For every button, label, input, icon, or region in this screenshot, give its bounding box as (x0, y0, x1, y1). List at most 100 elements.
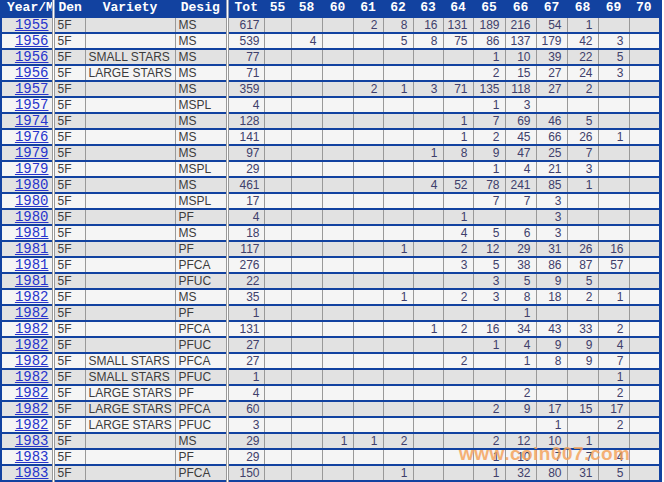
grade-cell-69: 1 (598, 289, 629, 305)
desig-cell: MS (175, 17, 227, 33)
year-link[interactable]: 1956 (15, 65, 49, 81)
year-link[interactable]: 1981 (15, 257, 49, 273)
grade-cell-69 (598, 97, 629, 113)
col-header-60: 60 (322, 0, 353, 17)
grade-cell-70 (629, 49, 660, 65)
grade-cell-70 (629, 353, 660, 369)
year-link[interactable]: 1979 (15, 161, 49, 177)
year-link[interactable]: 1980 (15, 193, 49, 209)
year-link[interactable]: 1983 (15, 433, 49, 449)
year-link[interactable]: 1982 (15, 289, 49, 305)
den-cell: 5F (53, 289, 85, 305)
year-link[interactable]: 1981 (15, 241, 49, 257)
variety-cell: SMALL STARS (85, 49, 175, 65)
year-link[interactable]: 1974 (15, 113, 49, 129)
grade-cell-68 (567, 305, 598, 321)
census-table-body: 19555FMS617281613118921654119565FMS53945… (1, 17, 660, 482)
grade-cell-70 (629, 449, 660, 465)
year-link[interactable]: 1982 (15, 401, 49, 417)
year-cell: 1983 (1, 449, 53, 465)
col-header-63: 63 (413, 0, 443, 17)
year-link[interactable]: 1957 (15, 81, 49, 97)
year-link[interactable]: 1982 (15, 337, 49, 353)
year-link[interactable]: 1982 (15, 353, 49, 369)
grade-cell-61 (353, 337, 383, 353)
grade-cell-69: 17 (598, 401, 629, 417)
grade-cell-60 (322, 465, 353, 481)
desig-cell: PF (175, 449, 227, 465)
tot-cell: 276 (227, 257, 264, 273)
grade-cell-68: 9 (567, 337, 598, 353)
year-link[interactable]: 1979 (15, 145, 49, 161)
grade-cell-67: 21 (536, 161, 567, 177)
col-header-64: 64 (443, 0, 473, 17)
year-link[interactable]: 1982 (15, 369, 49, 385)
year-link[interactable]: 1955 (15, 17, 49, 33)
grade-cell-65: 3 (473, 273, 505, 289)
year-link[interactable]: 1956 (15, 49, 49, 65)
grade-cell-64: 2 (443, 353, 473, 369)
variety-cell (85, 241, 175, 257)
year-link[interactable]: 1983 (15, 465, 49, 481)
grade-cell-70 (629, 321, 660, 337)
table-row: 19555FMS6172816131189216541 (1, 17, 660, 33)
year-link[interactable]: 1982 (15, 305, 49, 321)
grade-cell-66 (505, 417, 536, 433)
year-link[interactable]: 1981 (15, 225, 49, 241)
variety-cell (85, 129, 175, 145)
grade-cell-65 (473, 369, 505, 385)
year-link[interactable]: 1980 (15, 209, 49, 225)
grade-cell-66: 32 (505, 465, 536, 481)
year-link[interactable]: 1982 (15, 321, 49, 337)
year-link[interactable]: 1956 (15, 33, 49, 49)
den-cell: 5F (53, 113, 85, 129)
grade-cell-62 (383, 129, 413, 145)
year-link[interactable]: 1981 (15, 273, 49, 289)
grade-cell-62 (383, 401, 413, 417)
grade-cell-65: 1 (473, 465, 505, 481)
grade-cell-68: 26 (567, 129, 598, 145)
table-row: 19795FMSPL2914213 (1, 161, 660, 177)
variety-cell (85, 433, 175, 449)
grade-cell-63 (413, 385, 443, 401)
grade-cell-58 (291, 161, 322, 177)
grade-cell-63 (413, 129, 443, 145)
desig-cell: MS (175, 225, 227, 241)
year-link[interactable]: 1983 (15, 449, 49, 465)
grade-cell-61 (353, 225, 383, 241)
grade-cell-67: 86 (536, 257, 567, 273)
den-cell: 5F (53, 369, 85, 385)
grade-cell-61 (353, 113, 383, 129)
table-row: 19825FPFUC2714994 (1, 337, 660, 353)
grade-cell-60 (322, 321, 353, 337)
year-link[interactable]: 1976 (15, 129, 49, 145)
grade-cell-69 (598, 145, 629, 161)
grade-cell-65: 2 (473, 433, 505, 449)
year-link[interactable]: 1982 (15, 417, 49, 433)
desig-cell: MS (175, 65, 227, 81)
grade-cell-63 (413, 97, 443, 113)
grade-cell-67: 1 (536, 417, 567, 433)
den-cell: 5F (53, 401, 85, 417)
grade-cell-62 (383, 257, 413, 273)
desig-cell: PF (175, 209, 227, 225)
grade-cell-67: 54 (536, 17, 567, 33)
table-row: 19745FMS1281769465 (1, 113, 660, 129)
grade-cell-58 (291, 257, 322, 273)
variety-cell: LARGE STARS (85, 417, 175, 433)
grade-cell-60 (322, 401, 353, 417)
grade-cell-68: 9 (567, 353, 598, 369)
grade-cell-66 (505, 369, 536, 385)
year-link[interactable]: 1982 (15, 385, 49, 401)
grade-cell-58 (291, 449, 322, 465)
variety-cell (85, 337, 175, 353)
den-cell: 5F (53, 97, 85, 113)
year-link[interactable]: 1980 (15, 177, 49, 193)
grade-cell-63 (413, 289, 443, 305)
variety-cell (85, 113, 175, 129)
year-cell: 1956 (1, 33, 53, 49)
grade-cell-55 (264, 225, 291, 241)
year-link[interactable]: 1957 (15, 97, 49, 113)
grade-cell-62 (383, 321, 413, 337)
desig-cell: MS (175, 81, 227, 97)
